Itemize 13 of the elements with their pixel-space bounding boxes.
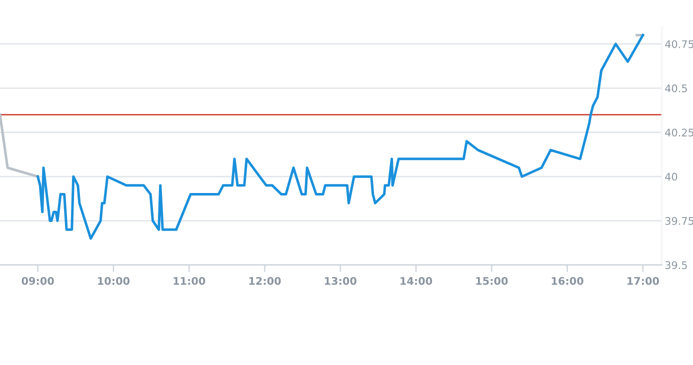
x-tick-label: 10:00 bbox=[98, 276, 130, 285]
line-series bbox=[36, 34, 644, 240]
x-tick-label: 14:00 bbox=[400, 276, 432, 285]
y-tick-label: 40 bbox=[665, 172, 678, 181]
x-tick-label: 17:00 bbox=[628, 276, 659, 285]
x-tick-label: 16:00 bbox=[552, 276, 584, 285]
x-tick-label: 12:00 bbox=[249, 276, 281, 285]
x-tick-label: 09:00 bbox=[22, 276, 54, 285]
x-tick-label: 15:00 bbox=[476, 276, 508, 285]
x-tick-label: 11:00 bbox=[174, 276, 206, 285]
y-tick-label: 40.5 bbox=[665, 84, 687, 92]
y-tick-label: 39.5 bbox=[665, 261, 687, 270]
x-tick-label: 13:00 bbox=[324, 276, 356, 285]
